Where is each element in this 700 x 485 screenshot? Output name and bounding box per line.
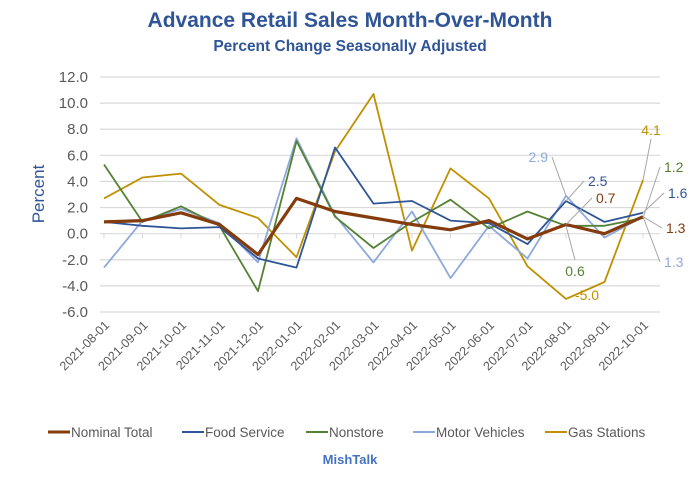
data-label: 1.3 xyxy=(664,254,684,270)
data-label: 1.6 xyxy=(668,185,688,201)
series-line-food-service xyxy=(103,146,644,269)
series-line-nonstore xyxy=(103,140,644,293)
data-label: 0.7 xyxy=(596,190,616,206)
data-labels: 2.9 2.50.7 0.6 -5.0 4.1 1.2 1.6 1.3 1.3 xyxy=(529,122,688,303)
legend-label: Food Service xyxy=(205,425,285,440)
data-label: 1.3 xyxy=(666,220,686,236)
data-label: -5.0 xyxy=(575,287,599,303)
chart-subtitle: Percent Change Seasonally Adjusted xyxy=(213,38,486,55)
legend: Nominal Total Food Service Nonstore Motor V… xyxy=(48,425,646,440)
data-label: 1.2 xyxy=(664,159,684,175)
y-tick-label: 8.0 xyxy=(67,121,88,138)
data-label: 4.1 xyxy=(641,122,661,138)
series-lines xyxy=(103,93,644,300)
leader-line xyxy=(642,216,663,229)
y-tick-label: -2.0 xyxy=(62,252,88,269)
chart-title: Advance Retail Sales Month-Over-Month xyxy=(148,9,553,32)
y-axis-ticks: 12.0 10.0 8.0 6.0 4.0 2.0 0.0 -2.0 -4.0 -6.0 xyxy=(59,69,88,321)
y-tick-label: 2.0 xyxy=(67,200,88,217)
gridlines xyxy=(100,76,660,313)
y-tick-label: 10.0 xyxy=(59,95,88,112)
data-label: 2.9 xyxy=(529,149,549,165)
leader-line xyxy=(642,216,661,263)
x-axis-ticks: 2021-08-012021-09-012021-10-012021-11-01… xyxy=(57,318,651,373)
leader-line xyxy=(551,156,567,196)
y-tick-label: 4.0 xyxy=(67,173,88,190)
y-tick-label: 6.0 xyxy=(67,147,88,164)
y-tick-label: -6.0 xyxy=(62,304,88,321)
leader-line xyxy=(565,180,585,202)
legend-label: Gas Stations xyxy=(568,425,646,440)
leader-line xyxy=(642,138,652,181)
series-line-gas-stations xyxy=(103,93,644,300)
y-axis-label: Percent xyxy=(29,164,48,223)
leader-line xyxy=(642,192,665,214)
series-line-nominal-total xyxy=(103,196,644,257)
credit-text: MishTalk xyxy=(323,452,378,467)
y-tick-label: 12.0 xyxy=(59,69,88,86)
data-label: 2.5 xyxy=(588,173,608,189)
y-tick-label: 0.0 xyxy=(67,226,88,243)
legend-label: Motor Vehicles xyxy=(436,425,525,440)
leader-line xyxy=(565,225,576,261)
leader-line xyxy=(565,197,593,225)
legend-label: Nominal Total xyxy=(71,425,153,440)
y-tick-label: -4.0 xyxy=(62,278,88,295)
legend-label: Nonstore xyxy=(329,425,384,440)
data-label: 0.6 xyxy=(565,263,585,279)
